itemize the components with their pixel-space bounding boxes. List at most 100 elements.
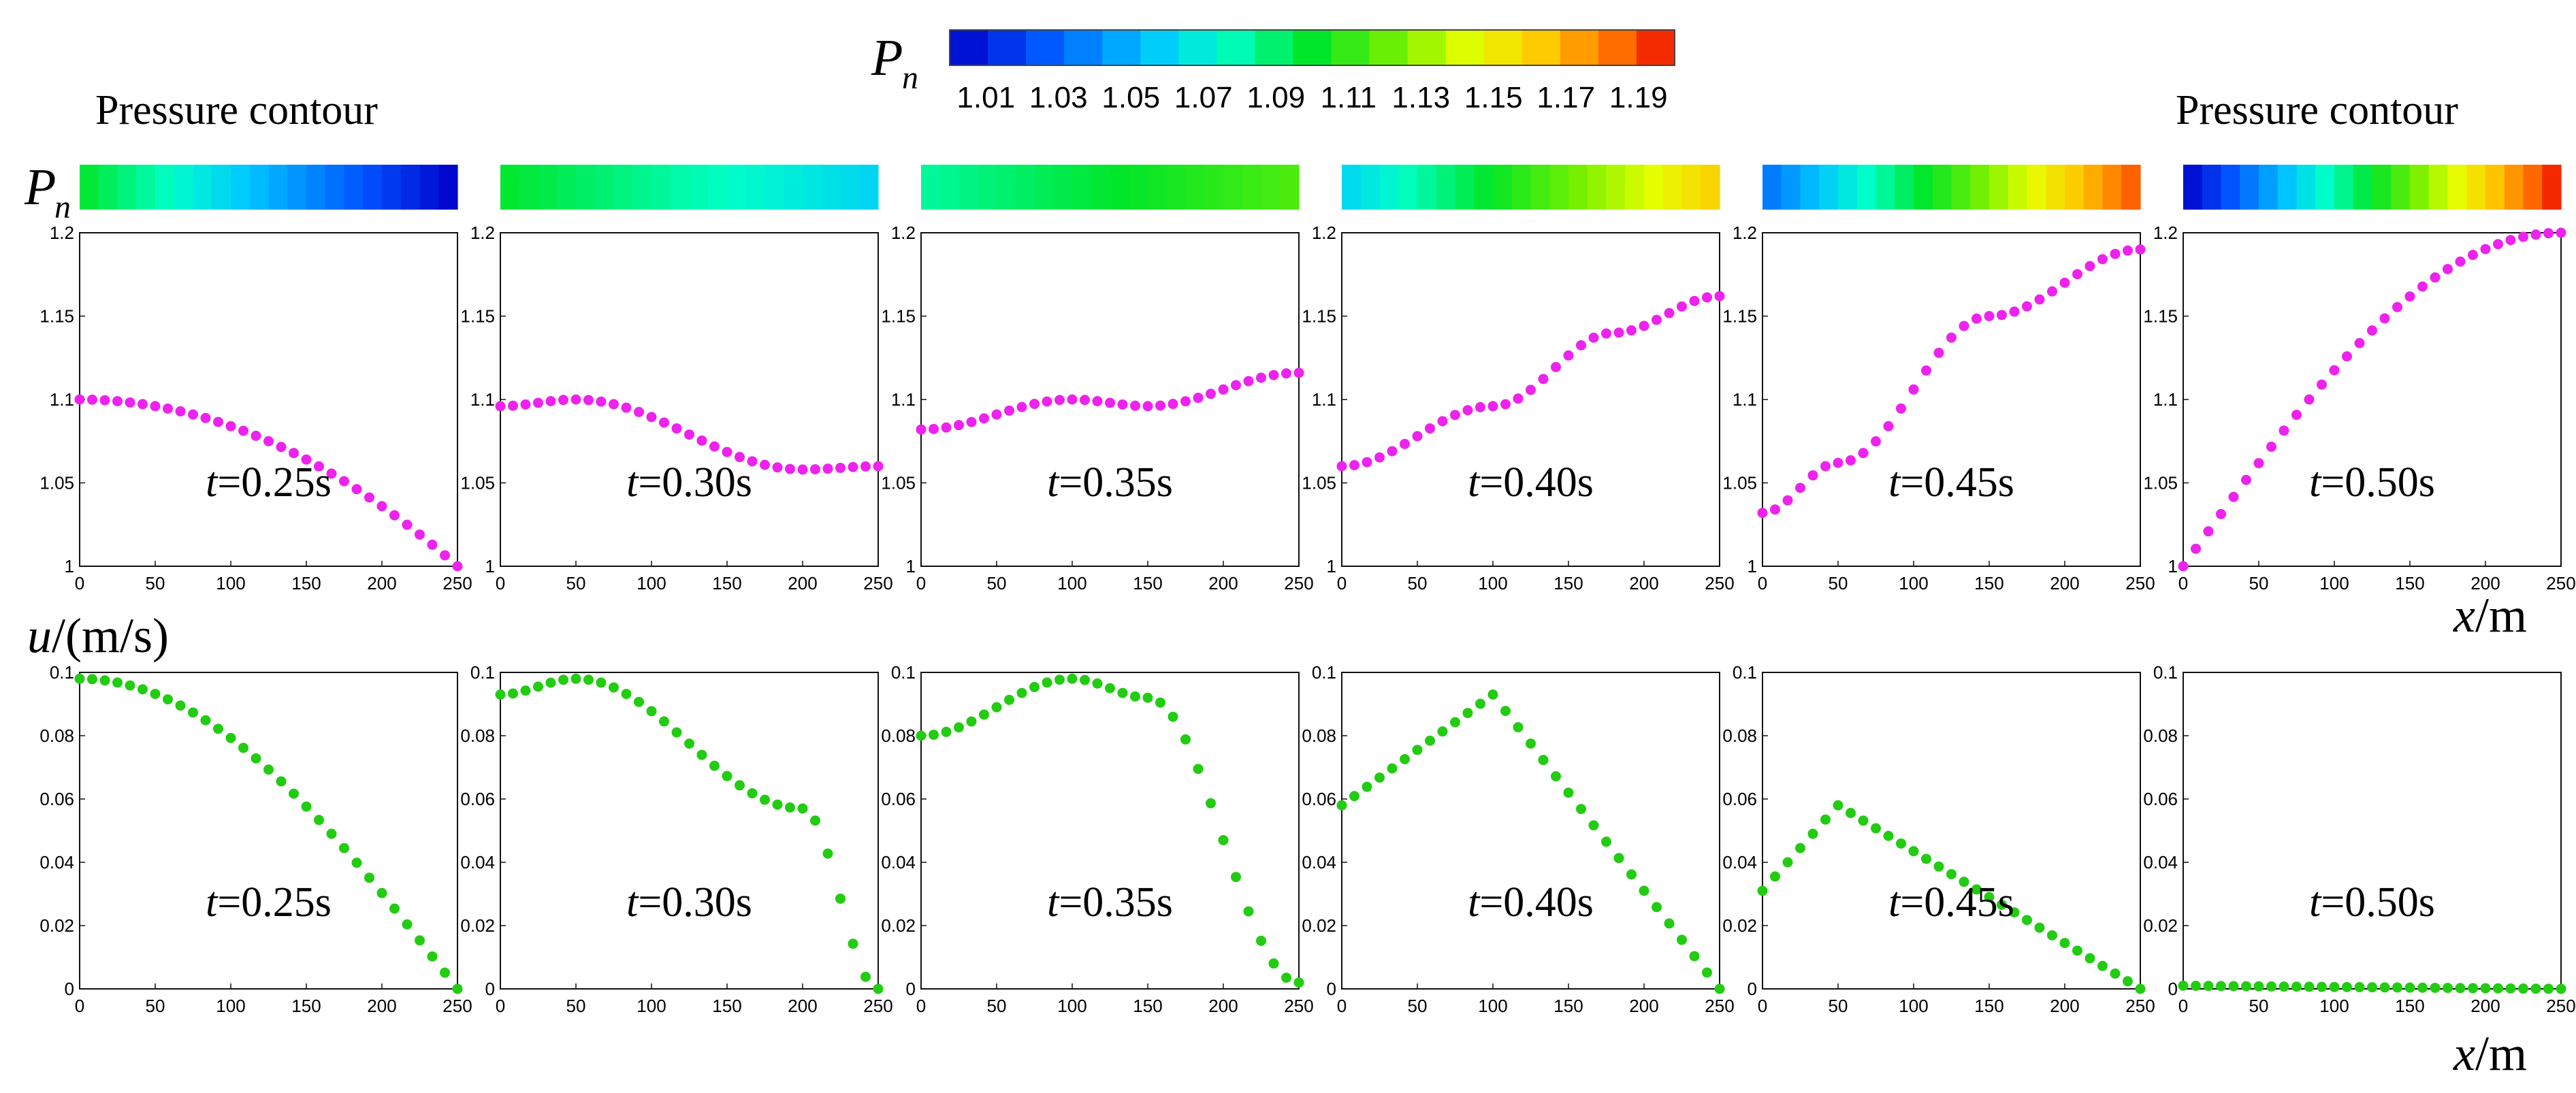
contour-cell <box>344 165 364 210</box>
contour-cell <box>1166 165 1187 210</box>
pressure-data-point <box>1959 321 1969 331</box>
time-value: =0.45s <box>1900 459 2014 506</box>
velocity-axes-frame <box>920 672 1300 990</box>
velocity-y-tick-label: 0.1 <box>2153 662 2178 683</box>
pressure-data-point <box>1782 495 1793 506</box>
legend-color-cell <box>988 30 1027 65</box>
contour-cell <box>1455 165 1475 210</box>
velocity-data-point <box>671 727 682 738</box>
contour-cell <box>921 165 941 210</box>
velocity-data-point <box>1664 918 1675 929</box>
pressure-data-point <box>2430 272 2441 283</box>
contour-cell <box>2504 165 2524 210</box>
contour-cell <box>557 165 577 210</box>
pressure-data-point <box>2493 239 2503 250</box>
pressure-data-point <box>979 413 989 424</box>
contour-cell <box>1072 165 1092 210</box>
velocity-y-tick-label: 0.08 <box>1722 725 1757 746</box>
velocity-data-point <box>785 802 795 813</box>
contour-cell <box>2065 165 2084 210</box>
pressure-x-tick-label: 100 <box>1057 573 1086 593</box>
pressure-data-point <box>339 476 349 487</box>
legend-tick-label: 1.01 <box>956 81 1015 114</box>
contour-cell <box>2447 165 2467 210</box>
pressure-data-point <box>1168 399 1178 410</box>
contour-cell <box>2466 165 2486 210</box>
contour-cell <box>306 165 326 210</box>
pressure-data-point <box>2291 410 2302 421</box>
contour-cell <box>174 165 194 210</box>
legend-frame <box>949 29 1675 66</box>
pressure-data-point <box>1117 399 1128 410</box>
pressure-data-point <box>760 459 770 470</box>
contour-cell <box>2240 165 2259 210</box>
pressure-data-point <box>1475 402 1485 412</box>
pressure-data-point <box>2329 365 2340 376</box>
contour-label-left: Pressure contour <box>95 87 378 133</box>
velocity-data-point <box>188 707 198 718</box>
velocity-x-tick-label: 150 <box>1974 996 2003 1016</box>
contour-cell <box>136 165 156 210</box>
contour-cell <box>2046 165 2065 210</box>
velocity-data-point <box>1820 814 1831 825</box>
velocity-time-label: t=0.50s <box>2309 879 2435 926</box>
pressure-data-point <box>2047 286 2057 297</box>
velocity-data-point <box>2022 915 2032 926</box>
contour-cell <box>859 165 879 210</box>
contour-cell <box>840 165 860 210</box>
contour-cell <box>2102 165 2122 210</box>
velocity-data-point <box>2493 983 2503 994</box>
pressure-data-point <box>2304 394 2315 405</box>
velocity-data-point <box>1833 800 1844 811</box>
velocity-data-point <box>1871 823 1881 834</box>
velocity-data-point <box>87 674 97 685</box>
pressure-data-point <box>2097 254 2108 265</box>
contour-cell <box>2008 165 2028 210</box>
pressure-data-point <box>810 464 820 475</box>
contour-cell <box>1148 165 1168 210</box>
contour-cell <box>249 165 270 210</box>
pressure-x-tick-label: 50 <box>566 573 586 593</box>
contour-cell <box>2083 165 2104 210</box>
velocity-data-point <box>301 801 312 812</box>
pressure-y-tick-label: 1.2 <box>470 223 495 243</box>
pressure-data-point <box>1795 483 1805 493</box>
pn-row-subscript: n <box>54 189 71 225</box>
pressure-data-point <box>671 423 682 434</box>
pressure-data-point <box>1142 401 1153 412</box>
velocity-data-point <box>916 730 927 741</box>
velocity-data-point <box>1281 973 1291 983</box>
pressure-y-tick-label: 1.05 <box>460 473 495 493</box>
velocity-y-tick-label: 0.02 <box>460 915 495 936</box>
velocity-unit: /(m/s) <box>52 608 169 663</box>
pressure-data-point <box>1833 457 1844 468</box>
contour-cell <box>632 165 652 210</box>
velocity-data-point <box>1526 738 1536 749</box>
pressure-time-label: t=0.40s <box>1468 459 1594 506</box>
pressure-data-point <box>150 401 161 412</box>
velocity-x-tick-label: 0 <box>75 996 84 1016</box>
velocity-x-tick-label: 100 <box>216 996 245 1016</box>
pressure-x-tick-label: 0 <box>496 573 505 593</box>
pressure-x-tick-label: 100 <box>637 573 666 593</box>
contour-cell <box>1436 165 1456 210</box>
pressure-data-point <box>440 550 450 561</box>
pressure-axes-frame <box>2183 232 2562 567</box>
contour-cell <box>1280 165 1300 210</box>
velocity-data-point <box>860 971 871 982</box>
velocity-data-point <box>621 689 632 700</box>
velocity-data-point <box>1155 697 1165 708</box>
pressure-data-point <box>1846 455 1856 466</box>
pressure-y-tick-label: 1.1 <box>470 389 495 410</box>
velocity-data-point <box>364 872 374 883</box>
pressure-y-tick-label: 1.1 <box>1733 389 1757 410</box>
contour-cell <box>2121 165 2141 210</box>
pressure-data-point <box>2228 491 2239 502</box>
velocity-data-point <box>1652 902 1662 913</box>
time-value: =0.30s <box>638 459 752 506</box>
velocity-data-point <box>1092 678 1103 689</box>
pressure-data-point <box>1871 436 1881 447</box>
pressure-data-point <box>1193 393 1204 404</box>
velocity-data-point <box>2354 982 2365 993</box>
